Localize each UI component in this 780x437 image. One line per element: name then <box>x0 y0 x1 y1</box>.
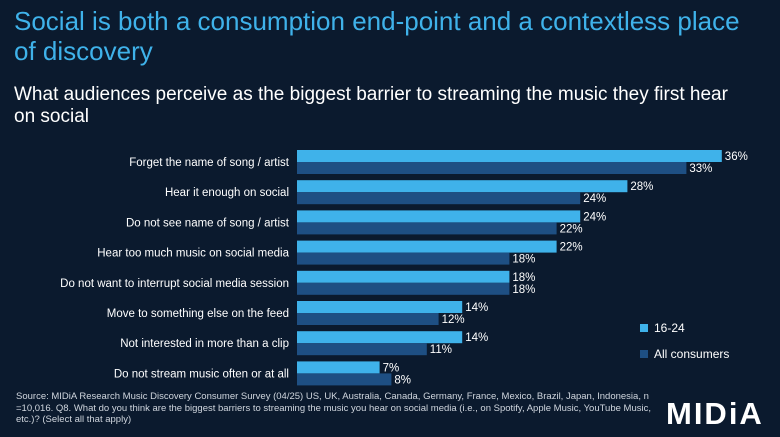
bar-cat-4-series-1 <box>297 282 510 295</box>
value-label-cat-7-series-1: 8% <box>394 374 411 386</box>
legend-swatch-all-consumers <box>640 350 648 358</box>
bar-cat-5-series-1 <box>297 313 439 325</box>
value-label-cat-5-series-0: 14% <box>465 302 488 314</box>
bar-cat-5-series-0 <box>297 301 463 313</box>
value-label-cat-2-series-1: 22% <box>560 223 583 235</box>
category-label-5: Move to something else on the feed <box>107 308 289 320</box>
chart-title: Social is both a consumption end-point a… <box>14 6 740 66</box>
bar-cat-2-series-0 <box>297 210 581 223</box>
category-label-4: Do not want to interrupt social media se… <box>60 278 289 290</box>
bar-cat-6-series-0 <box>297 331 463 344</box>
bar-cat-2-series-1 <box>297 222 557 235</box>
legend-swatch-16-24 <box>640 324 648 332</box>
chart-subtitle: What audiences perceive as the biggest b… <box>14 84 728 127</box>
bar-cat-7-series-0 <box>297 361 380 374</box>
value-label-cat-1-series-0: 28% <box>630 181 653 193</box>
midia-logo: MIDiA <box>666 396 764 431</box>
bar-cat-6-series-1 <box>297 343 427 356</box>
category-label-3: Hear too much music on social media <box>97 248 289 260</box>
value-label-cat-7-series-0: 7% <box>383 362 400 374</box>
value-label-cat-1-series-1: 24% <box>583 193 606 205</box>
bar-cat-0-series-0 <box>297 150 722 162</box>
value-label-cat-4-series-0: 18% <box>512 272 535 284</box>
bar-cat-1-series-1 <box>297 192 581 205</box>
value-label-cat-2-series-0: 24% <box>583 211 606 223</box>
legend-label-all-consumers: All consumers <box>654 347 730 361</box>
bar-cat-4-series-0 <box>297 270 510 283</box>
category-label-7: Do not stream music often or at all <box>114 368 289 380</box>
chart-legend: 16-24 All consumers <box>640 320 729 372</box>
bar-chart: Forget the name of song / artist 36% 33% He… <box>60 150 748 386</box>
value-label-cat-6-series-1: 11% <box>430 344 452 356</box>
bar-cat-3-series-1 <box>297 252 510 265</box>
bar-cat-0-series-1 <box>297 162 687 174</box>
value-label-cat-0-series-1: 33% <box>689 163 712 175</box>
value-label-cat-3-series-0: 22% <box>560 242 583 254</box>
value-label-cat-4-series-1: 18% <box>512 284 535 296</box>
category-label-0: Forget the name of song / artist <box>129 157 290 169</box>
value-label-cat-5-series-1: 12% <box>442 314 465 326</box>
legend-item-16-24: 16-24 <box>640 320 729 336</box>
bar-cat-7-series-1 <box>297 373 392 386</box>
bar-cat-1-series-0 <box>297 180 628 193</box>
value-label-cat-0-series-0: 36% <box>725 151 748 163</box>
category-label-1: Hear it enough on social <box>165 187 289 199</box>
legend-label-16-24: 16-24 <box>654 321 685 335</box>
legend-item-all-consumers: All consumers <box>640 346 729 362</box>
category-label-6: Not interested in more than a clip <box>120 338 289 350</box>
bar-cat-3-series-0 <box>297 240 557 253</box>
category-label-2: Do not see name of song / artist <box>126 217 290 229</box>
source-note: Source: MIDiA Research Music Discovery C… <box>16 391 651 425</box>
value-label-cat-3-series-1: 18% <box>512 254 535 266</box>
value-label-cat-6-series-0: 14% <box>465 332 488 344</box>
